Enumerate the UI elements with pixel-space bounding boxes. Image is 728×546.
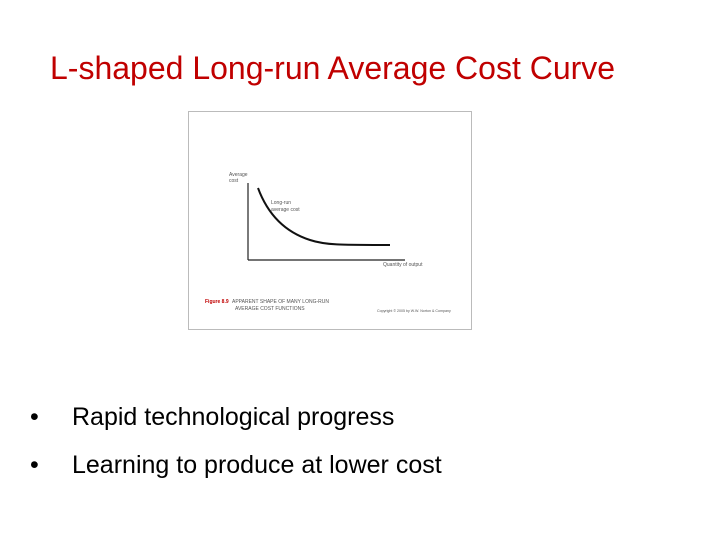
- curve-label: Long-run: [271, 200, 291, 206]
- curve-label: average cost: [271, 207, 300, 213]
- copyright: Copyright © 2005 by W.W. Norton & Compan…: [377, 309, 451, 313]
- y-axis-label: Average: [229, 172, 248, 178]
- x-axis-label: Quantity of output: [383, 262, 423, 268]
- bullet-text: Rapid technological progress: [72, 403, 395, 431]
- figure-caption: APPARENT SHAPE OF MANY LONG-RUN: [232, 299, 329, 305]
- figure-number: Figure 8.9: [205, 299, 229, 305]
- bullet-text: Learning to produce at lower cost: [72, 451, 442, 479]
- lrac-curve: [257, 187, 391, 246]
- figure-caption: AVERAGE COST FUNCTIONS: [235, 306, 305, 312]
- bullet-dot: •: [30, 451, 39, 479]
- figure-frame: [188, 111, 472, 330]
- bullet-dot: •: [30, 403, 39, 431]
- y-axis-label: cost: [229, 178, 239, 184]
- slide-title: L-shaped Long-run Average Cost Curve: [50, 50, 616, 86]
